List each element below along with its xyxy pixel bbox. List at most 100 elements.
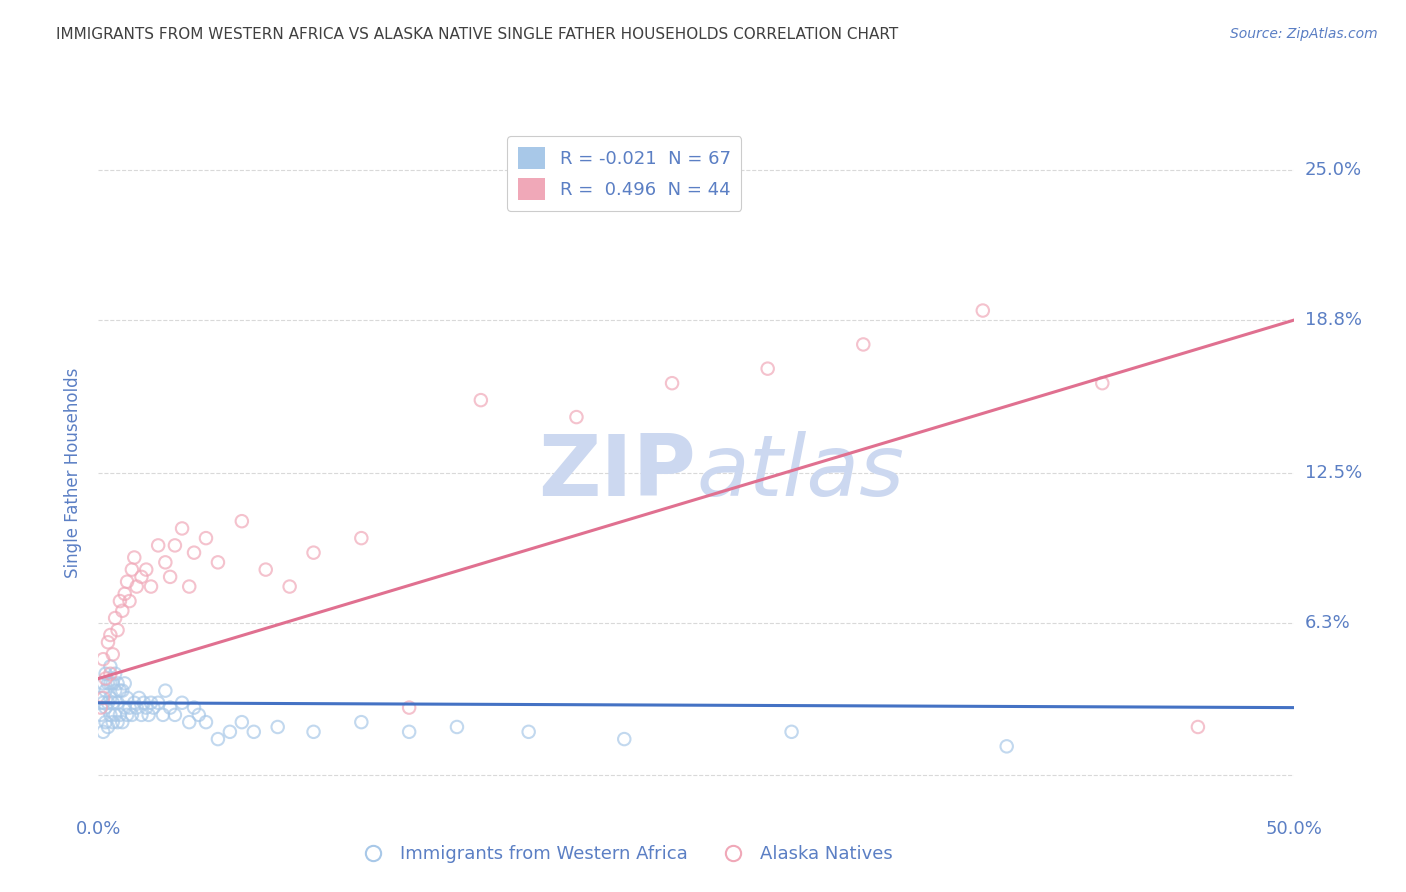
Point bbox=[101, 676, 124, 690]
Point bbox=[107, 715, 129, 730]
Point bbox=[179, 580, 201, 594]
Point bbox=[398, 724, 420, 739]
Point bbox=[163, 707, 186, 722]
Point bbox=[125, 580, 148, 594]
Point bbox=[756, 361, 779, 376]
Point bbox=[104, 683, 127, 698]
Point bbox=[1091, 376, 1114, 391]
Point bbox=[302, 546, 325, 560]
Point bbox=[302, 724, 325, 739]
Point bbox=[852, 337, 875, 351]
Point bbox=[97, 676, 120, 690]
Point bbox=[97, 635, 120, 649]
Point bbox=[90, 690, 112, 705]
Point bbox=[254, 563, 277, 577]
Point bbox=[152, 707, 174, 722]
Point bbox=[155, 555, 177, 569]
Text: 12.5%: 12.5% bbox=[1305, 464, 1362, 482]
Point bbox=[148, 538, 170, 552]
Point bbox=[187, 707, 209, 722]
Point bbox=[90, 707, 112, 722]
Point bbox=[94, 666, 117, 681]
Point bbox=[155, 683, 177, 698]
Point bbox=[118, 700, 141, 714]
Point bbox=[98, 707, 122, 722]
Point bbox=[172, 696, 194, 710]
Point bbox=[101, 715, 124, 730]
Point bbox=[91, 652, 114, 666]
Text: 6.3%: 6.3% bbox=[1305, 614, 1350, 632]
Point bbox=[104, 707, 127, 722]
Text: IMMIGRANTS FROM WESTERN AFRICA VS ALASKA NATIVE SINGLE FATHER HOUSEHOLDS CORRELA: IMMIGRANTS FROM WESTERN AFRICA VS ALASKA… bbox=[56, 27, 898, 42]
Point bbox=[90, 700, 112, 714]
Point bbox=[470, 393, 492, 408]
Point bbox=[115, 690, 138, 705]
Point bbox=[94, 715, 117, 730]
Point bbox=[231, 715, 253, 730]
Point bbox=[183, 546, 205, 560]
Point bbox=[115, 707, 138, 722]
Point bbox=[108, 594, 131, 608]
Point bbox=[121, 707, 143, 722]
Point bbox=[94, 700, 117, 714]
Point bbox=[613, 732, 636, 747]
Point bbox=[278, 580, 301, 594]
Text: atlas: atlas bbox=[696, 431, 904, 515]
Point bbox=[104, 666, 127, 681]
Point bbox=[101, 696, 124, 710]
Point bbox=[163, 538, 186, 552]
Point bbox=[115, 574, 138, 589]
Point bbox=[1187, 720, 1209, 734]
Point bbox=[243, 724, 266, 739]
Point bbox=[124, 696, 146, 710]
Point bbox=[97, 696, 120, 710]
Text: ZIP: ZIP bbox=[538, 431, 696, 515]
Text: 18.8%: 18.8% bbox=[1305, 311, 1361, 329]
Point bbox=[207, 732, 229, 747]
Point bbox=[661, 376, 683, 391]
Point bbox=[972, 303, 994, 318]
Point bbox=[94, 672, 117, 686]
Y-axis label: Single Father Households: Single Father Households bbox=[65, 368, 83, 578]
Point bbox=[132, 696, 155, 710]
Point bbox=[139, 580, 162, 594]
Point bbox=[446, 720, 468, 734]
Point bbox=[219, 724, 242, 739]
Point bbox=[91, 690, 114, 705]
Point bbox=[517, 724, 540, 739]
Point bbox=[135, 563, 157, 577]
Point bbox=[114, 587, 136, 601]
Point bbox=[97, 720, 120, 734]
Point bbox=[114, 676, 136, 690]
Point bbox=[98, 659, 122, 673]
Point bbox=[142, 700, 165, 714]
Point bbox=[780, 724, 803, 739]
Point bbox=[98, 628, 122, 642]
Point bbox=[98, 666, 122, 681]
Point bbox=[565, 410, 588, 425]
Point bbox=[91, 696, 114, 710]
Point bbox=[128, 690, 150, 705]
Point bbox=[148, 696, 170, 710]
Point bbox=[111, 604, 134, 618]
Point bbox=[125, 700, 148, 714]
Point bbox=[172, 521, 194, 535]
Point bbox=[159, 700, 181, 714]
Point bbox=[98, 676, 122, 690]
Point bbox=[91, 676, 114, 690]
Point bbox=[131, 570, 153, 584]
Point bbox=[183, 700, 205, 714]
Point bbox=[139, 696, 162, 710]
Point bbox=[118, 594, 141, 608]
Point bbox=[231, 514, 253, 528]
Text: 25.0%: 25.0% bbox=[1305, 161, 1362, 179]
Point bbox=[194, 531, 217, 545]
Point bbox=[159, 570, 181, 584]
Point bbox=[995, 739, 1018, 754]
Point bbox=[94, 683, 117, 698]
Point bbox=[350, 531, 373, 545]
Point bbox=[108, 683, 131, 698]
Point bbox=[111, 715, 134, 730]
Point bbox=[108, 707, 131, 722]
Point bbox=[107, 676, 129, 690]
